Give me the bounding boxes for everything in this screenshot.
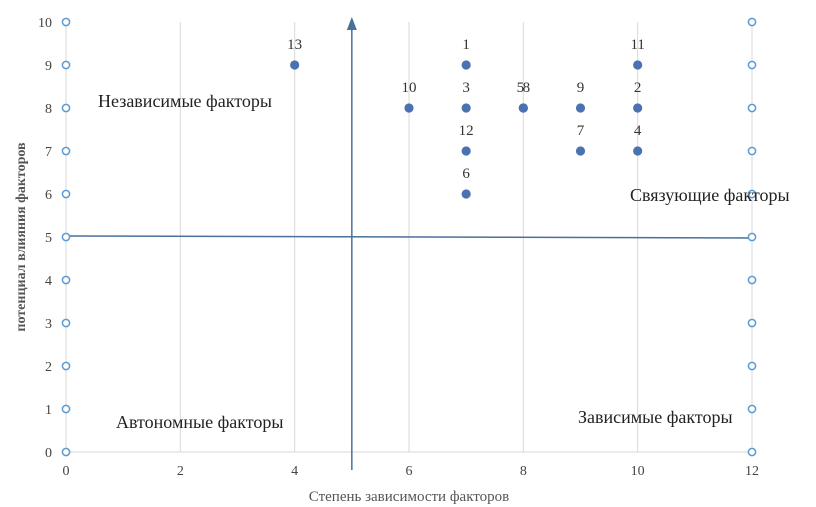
x-tick-label-8: 8 bbox=[520, 464, 527, 479]
data-point-4 bbox=[633, 146, 643, 156]
data-point-11 bbox=[633, 60, 643, 70]
data-label-13: 13 bbox=[287, 37, 302, 53]
data-label-4: 4 bbox=[634, 123, 642, 139]
y-tick-label-10: 10 bbox=[38, 16, 52, 31]
quadrant-label-top-right: Связующие факторы bbox=[630, 185, 790, 205]
data-point-7 bbox=[575, 146, 586, 156]
data-label-3: 3 bbox=[462, 80, 470, 96]
data-point-6 bbox=[461, 189, 471, 199]
y-tick-label-6: 6 bbox=[45, 188, 52, 203]
y-tick-label-1: 1 bbox=[45, 403, 52, 418]
left-edge-marker-4 bbox=[61, 275, 71, 285]
y-tick-label-8: 8 bbox=[45, 102, 52, 117]
data-label-7: 7 bbox=[577, 123, 585, 139]
x-tick-label-10: 10 bbox=[631, 464, 645, 479]
quadrant-label-top-left: Независимые факторы bbox=[98, 91, 272, 111]
y-tick-label-9: 9 bbox=[45, 59, 52, 74]
x-tick-label-4: 4 bbox=[291, 464, 298, 479]
right-edge-marker-2 bbox=[747, 361, 757, 371]
right-edge-marker-3 bbox=[747, 318, 757, 328]
left-edge-marker-8 bbox=[61, 103, 71, 113]
y-tick-label-3: 3 bbox=[45, 317, 52, 332]
x-tick-label-0: 0 bbox=[63, 464, 70, 479]
data-label-11: 11 bbox=[630, 37, 644, 53]
left-edge-marker-0 bbox=[61, 447, 71, 457]
y-axis-title: потенциал влияния факторов bbox=[14, 142, 29, 332]
y-tick-label-2: 2 bbox=[45, 360, 52, 375]
y-tick-label-7: 7 bbox=[45, 145, 52, 160]
left-edge-marker-5 bbox=[61, 232, 71, 242]
x-axis-title: Степень зависимости факторов bbox=[309, 489, 509, 505]
right-edge-marker-5 bbox=[747, 232, 757, 242]
right-edge-marker-0 bbox=[747, 447, 757, 457]
quadrant-label-bottom-right: Зависимые факторы bbox=[578, 407, 733, 427]
data-point-9 bbox=[575, 103, 586, 113]
x-tick-label-12: 12 bbox=[745, 464, 759, 479]
y-tick-label-0: 0 bbox=[45, 446, 52, 461]
right-edge-marker-10 bbox=[747, 17, 757, 27]
data-point-8 bbox=[518, 103, 528, 113]
x-tick-label-2: 2 bbox=[177, 464, 184, 479]
right-edge-marker-1 bbox=[747, 404, 757, 414]
data-point-13 bbox=[290, 60, 300, 70]
edge-markers bbox=[61, 17, 757, 457]
data-label-10: 10 bbox=[402, 80, 417, 96]
left-edge-marker-1 bbox=[61, 404, 71, 414]
y-tick-label-4: 4 bbox=[45, 274, 52, 289]
right-edge-marker-6 bbox=[747, 189, 757, 199]
divider-lines bbox=[65, 17, 753, 470]
left-edge-marker-7 bbox=[61, 146, 71, 156]
data-label-5: 5 bbox=[517, 80, 525, 96]
y-tick-label-5: 5 bbox=[45, 231, 52, 246]
data-point-2 bbox=[633, 103, 643, 113]
right-edge-marker-7 bbox=[747, 146, 757, 156]
data-point-3 bbox=[461, 103, 471, 113]
data-label-6: 6 bbox=[462, 166, 470, 182]
right-edge-marker-4 bbox=[747, 275, 757, 285]
right-edge-marker-8 bbox=[747, 103, 757, 113]
quadrant-label-bottom-left: Автономные факторы bbox=[116, 412, 283, 432]
left-edge-marker-9 bbox=[61, 60, 71, 70]
data-label-9: 9 bbox=[577, 80, 585, 96]
data-point-10 bbox=[404, 103, 414, 113]
data-label-2: 2 bbox=[634, 80, 642, 96]
data-point-12 bbox=[461, 146, 471, 156]
right-edge-marker-9 bbox=[747, 60, 757, 70]
divider-horizontal bbox=[65, 235, 753, 239]
data-point-1 bbox=[461, 60, 471, 70]
x-tick-label-6: 6 bbox=[406, 464, 413, 479]
data-label-1: 1 bbox=[462, 37, 470, 53]
data-label-8: 8 bbox=[523, 80, 531, 96]
divider-arrowhead bbox=[346, 17, 357, 30]
left-edge-marker-2 bbox=[61, 361, 71, 371]
data-label-12: 12 bbox=[459, 123, 474, 139]
left-edge-marker-10 bbox=[61, 17, 71, 27]
left-edge-marker-3 bbox=[61, 318, 71, 328]
left-edge-marker-6 bbox=[61, 189, 71, 199]
